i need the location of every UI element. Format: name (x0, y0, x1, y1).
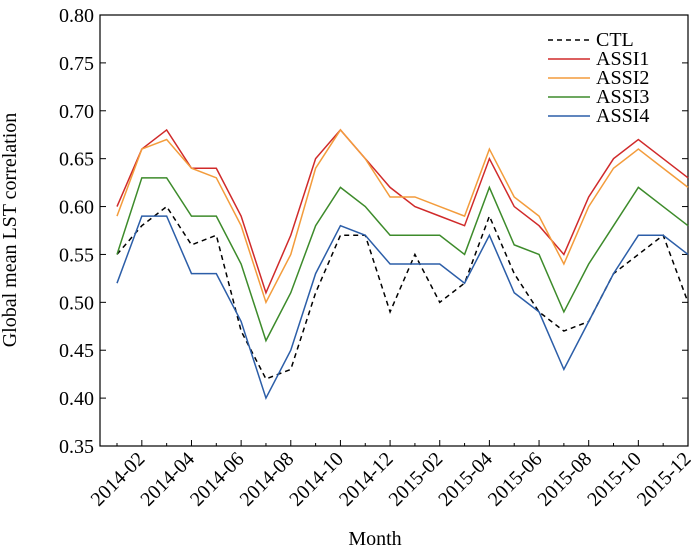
y-tick-label: 0.70 (59, 101, 94, 123)
series-line (116, 205, 689, 380)
series-line (116, 177, 689, 343)
legend-label: ASSI1 (596, 48, 649, 70)
series-line (116, 215, 689, 401)
y-tick-label: 0.60 (59, 197, 94, 219)
x-tick-label: 2015-12 (633, 448, 691, 511)
y-tick-label: 0.75 (59, 53, 94, 75)
legend-label: ASSI2 (596, 67, 649, 89)
y-tick-label: 0.55 (59, 244, 94, 266)
series-line (116, 128, 689, 305)
x-tick-label: 2014-04 (136, 448, 199, 511)
x-tick-label: 2014-10 (285, 448, 348, 511)
y-tick-label: 0.50 (59, 292, 94, 314)
x-tick-label: 2015-06 (484, 448, 547, 511)
y-tick-label: 0.80 (59, 5, 94, 27)
x-tick-label: 2015-02 (385, 448, 448, 511)
legend-label: ASSI3 (596, 86, 649, 108)
x-tick-label: 2014-06 (186, 448, 249, 511)
y-tick-label: 0.65 (59, 149, 94, 171)
x-tick-label: 2014-08 (236, 448, 299, 511)
y-tick-label: 0.45 (59, 340, 94, 362)
x-tick-label: 2015-08 (534, 448, 597, 511)
x-tick-label: 2015-04 (434, 448, 497, 511)
x-tick-label: 2014-12 (335, 448, 398, 511)
x-axis-label: Month (348, 528, 401, 550)
legend-label: ASSI4 (596, 105, 649, 127)
legend-label: CTL (596, 29, 634, 51)
plot-frame (99, 14, 689, 447)
y-tick-label: 0.35 (59, 436, 94, 458)
series-line (116, 128, 689, 295)
y-axis-label: Global mean LST correlation (0, 113, 21, 348)
x-tick-label: 2014-02 (87, 448, 150, 511)
x-tick-label: 2015-10 (583, 448, 646, 511)
y-tick-label: 0.40 (59, 388, 94, 410)
